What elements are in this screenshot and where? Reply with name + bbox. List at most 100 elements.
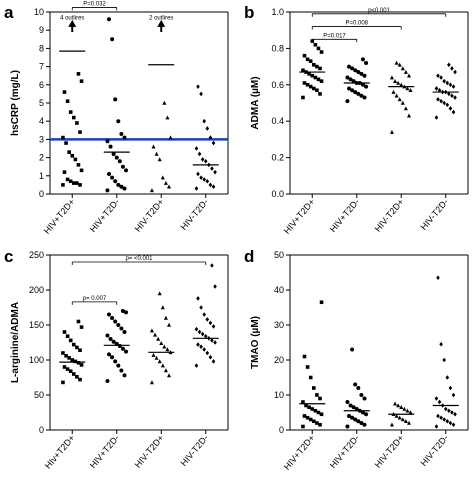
panel-d-point xyxy=(408,410,413,415)
panel-d-point xyxy=(405,408,410,413)
panel-a-point xyxy=(105,188,110,193)
panel-b-y-tick-label: 1.0 xyxy=(271,7,284,17)
panel-a-point xyxy=(165,115,170,120)
panel-a-point xyxy=(78,130,82,134)
panel-c-point xyxy=(76,319,81,324)
panel-a-y-tick-label: 4 xyxy=(39,116,44,126)
panel-a-point xyxy=(196,171,200,177)
panel-d-point xyxy=(443,406,448,412)
panel-c-category-label: HIV-T2D- xyxy=(179,433,211,468)
panel-c-point xyxy=(210,338,214,343)
panel-d-point xyxy=(350,415,355,420)
panel-d-point xyxy=(301,400,305,404)
panel-a-point xyxy=(61,183,65,187)
panel-a-point xyxy=(62,170,67,174)
panel-a-y-tick-label: 10 xyxy=(34,7,44,17)
panel-b-category-label: HIV+T2D+ xyxy=(282,197,317,236)
panel-b-point xyxy=(305,83,310,87)
panel-c-point xyxy=(68,338,73,343)
panel-c-point xyxy=(65,334,70,338)
panel-d-point xyxy=(348,403,353,408)
panel-c-point xyxy=(205,317,210,322)
panel-a-point xyxy=(199,91,203,97)
panel-d-point xyxy=(350,347,355,352)
panel-b-point xyxy=(319,50,324,54)
panel-a-point xyxy=(110,37,115,42)
panel-a-point xyxy=(68,110,73,114)
panel-d-point xyxy=(304,403,308,408)
panel-b-p-value: p<0.001 xyxy=(368,8,391,14)
panel-b-point xyxy=(434,86,439,91)
panel-d-point xyxy=(313,408,318,413)
panel-c-y-tick-label: 250 xyxy=(29,250,44,260)
panel-a-category-label: HIV-T2D+ xyxy=(133,197,166,234)
panel-c-point xyxy=(120,346,125,351)
panel-b-point xyxy=(400,100,405,105)
panel-b-point xyxy=(445,102,450,108)
panel-c-point xyxy=(78,377,82,382)
panel-d-point xyxy=(316,410,321,415)
panel-a-point xyxy=(113,97,118,102)
panel-b-point xyxy=(407,73,411,78)
panel-a-category-label: HIV-T2D- xyxy=(179,197,211,232)
panel-d-point xyxy=(319,412,324,417)
panel-b-point xyxy=(393,78,398,83)
panel-c-point xyxy=(157,291,162,296)
panel-d-point xyxy=(442,417,446,422)
panel-b-point xyxy=(318,92,322,96)
panel-a-point xyxy=(122,135,127,140)
panel-b-point xyxy=(403,69,408,74)
panel-a-point xyxy=(76,72,81,76)
panel-a-point xyxy=(108,144,113,149)
panel-a-point xyxy=(149,188,154,193)
panel-a-category-label: HIV+T2D+ xyxy=(42,197,77,236)
panel-d-point xyxy=(354,407,359,411)
panel-a-point xyxy=(73,157,78,162)
panel-d-point xyxy=(359,393,364,397)
panel-b-point xyxy=(453,69,457,75)
panel-c-point xyxy=(116,363,121,368)
panel-a-point xyxy=(199,175,203,180)
panel-d-point xyxy=(389,422,394,427)
panel-b-point xyxy=(437,87,442,93)
panel-b-y-axis-title: ADMA (µM) xyxy=(250,76,261,129)
panel-a-point xyxy=(203,158,208,164)
panel-d-point xyxy=(302,414,307,418)
panel-c-point xyxy=(196,342,200,347)
panel-a-y-tick-label: 1 xyxy=(39,171,44,181)
panel-a-point xyxy=(122,186,127,191)
panel-c-category-label: HIV-T2D+ xyxy=(133,433,166,470)
panel-c-point xyxy=(110,316,115,320)
panel-d-point xyxy=(345,400,350,404)
panel-b-point xyxy=(350,66,355,71)
panel-c-point xyxy=(107,312,111,317)
panel-c-point xyxy=(124,310,129,315)
panel-c-point xyxy=(199,305,203,310)
panel-c-y-tick-label: 150 xyxy=(29,320,44,330)
panel-b-point xyxy=(397,97,402,102)
panel-a-point xyxy=(67,150,71,154)
panel-c-point xyxy=(208,354,213,360)
panel-a-point xyxy=(151,144,156,149)
panel-b-point xyxy=(450,93,454,99)
panel-d-point xyxy=(302,354,307,359)
panel-c-point xyxy=(159,341,164,345)
panel-b-point xyxy=(448,106,453,111)
panel-a-point xyxy=(119,131,124,136)
panel-c-point xyxy=(163,368,168,373)
panel-c-category-label: HIv+T2D+ xyxy=(43,433,77,471)
panel-c-point xyxy=(210,263,214,268)
panel-c-y-tick-label: 200 xyxy=(29,285,44,295)
panel-a-letter: a xyxy=(4,3,14,22)
panel-b-category-label: HIV-T2D+ xyxy=(373,197,406,234)
panel-d-point xyxy=(353,417,358,422)
panel-d-point xyxy=(447,408,451,414)
panel-c-point xyxy=(111,339,116,344)
panel-c-point xyxy=(153,332,158,337)
panel-b-point xyxy=(312,86,316,91)
panel-c-point xyxy=(149,380,154,385)
panel-c-point xyxy=(202,312,206,317)
panel-d-point xyxy=(308,417,313,422)
panel-b-point xyxy=(302,81,307,85)
panel-d-point xyxy=(318,422,322,427)
